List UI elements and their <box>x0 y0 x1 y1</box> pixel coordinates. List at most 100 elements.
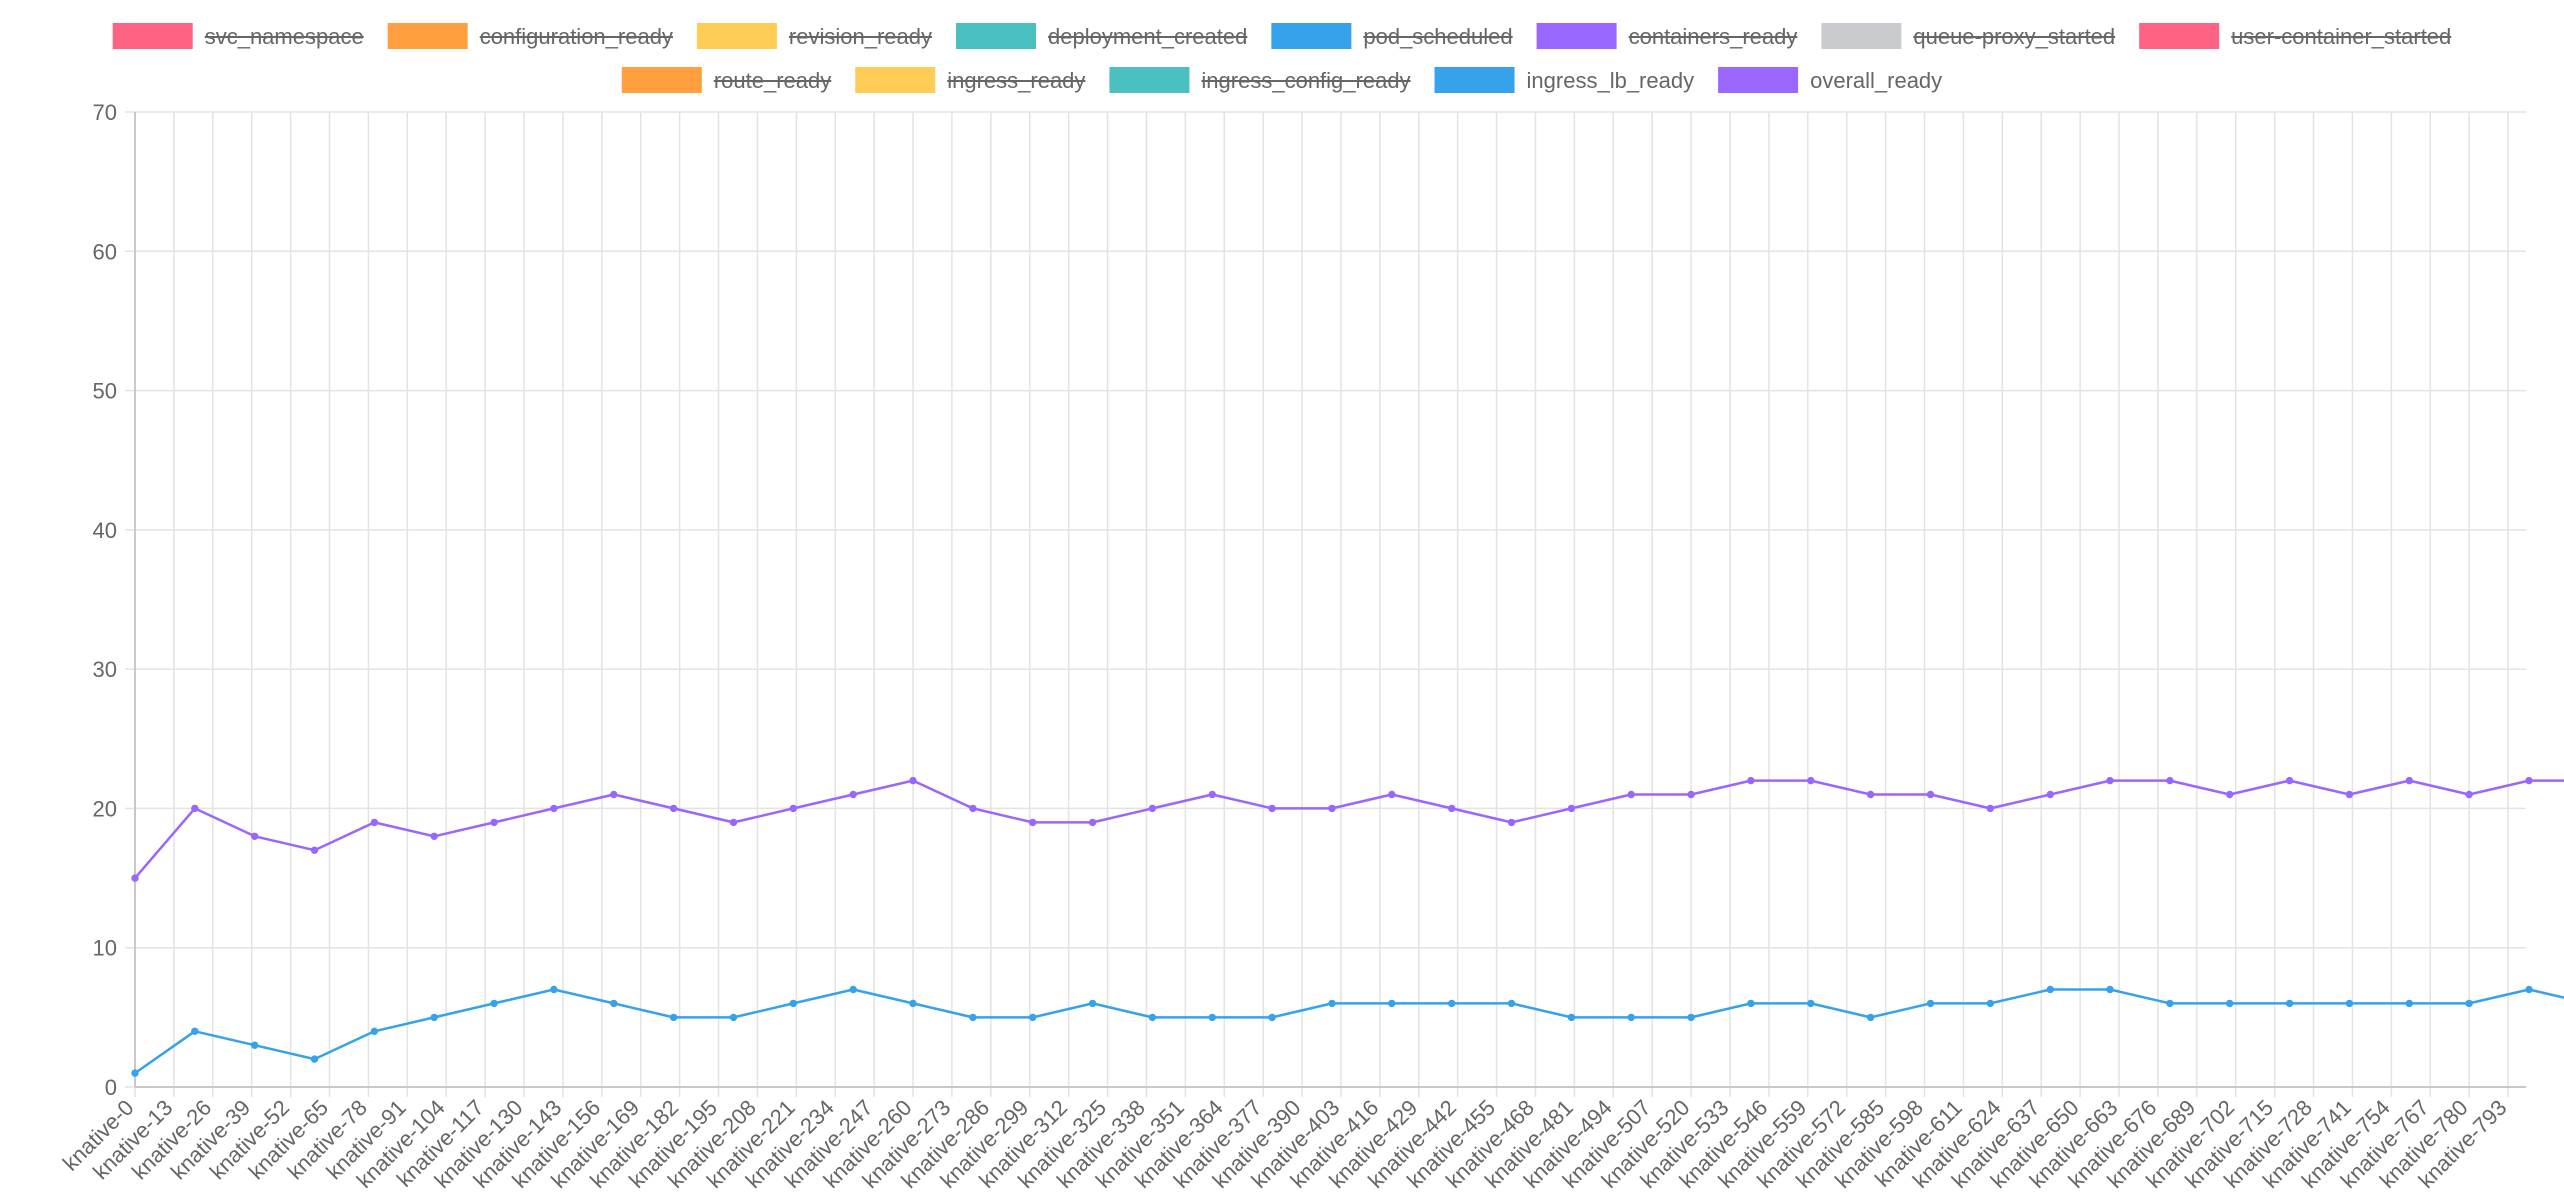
data-point <box>1687 1013 1695 1022</box>
data-point <box>789 804 797 813</box>
data-point <box>2525 776 2533 785</box>
series-overall-ready <box>131 776 2564 882</box>
legend-swatch <box>696 23 777 49</box>
legend-item-user-container-started[interactable]: user-container_started <box>2139 23 2451 49</box>
legend-item-overall-ready[interactable]: overall_ready <box>1718 67 1942 93</box>
data-point <box>610 790 618 799</box>
data-point <box>2106 985 2114 994</box>
data-point <box>1029 1013 1037 1022</box>
data-point <box>909 999 917 1008</box>
data-point <box>849 985 857 994</box>
data-point <box>1029 818 1037 827</box>
data-point <box>610 999 618 1008</box>
data-point <box>310 1055 319 1063</box>
data-point <box>2106 776 2114 785</box>
data-point <box>1567 804 1576 813</box>
data-point <box>1088 818 1097 827</box>
legend-swatch <box>1718 67 1799 93</box>
legend-label: overall_ready <box>1810 68 1942 93</box>
data-point <box>1088 999 1097 1008</box>
legend-swatch <box>855 67 936 93</box>
legend-swatch <box>1536 23 1617 49</box>
data-point <box>1388 790 1396 799</box>
data-point <box>1807 776 1815 785</box>
y-tick-label: 50 <box>93 379 117 404</box>
data-point <box>2166 776 2174 785</box>
data-point <box>2405 999 2414 1008</box>
data-point <box>1388 999 1396 1008</box>
legend[interactable]: svc_namespace configuration_ready revision… <box>112 23 2452 93</box>
data-point <box>789 999 797 1008</box>
y-tick-label: 20 <box>93 796 117 821</box>
data-point <box>550 985 558 994</box>
legend-swatch <box>1434 67 1515 93</box>
legend-item-ingress-lb-ready[interactable]: ingress_lb_ready <box>1434 67 1695 93</box>
legend-item-deployment-created[interactable]: deployment_created <box>956 23 1247 49</box>
data-point <box>1268 804 1276 813</box>
data-point <box>969 1013 977 1022</box>
data-point <box>2345 999 2354 1008</box>
data-point <box>131 874 139 882</box>
data-point <box>251 832 259 840</box>
data-point <box>2226 790 2234 799</box>
data-point <box>2405 776 2414 785</box>
legend-item-route-ready[interactable]: route_ready <box>621 67 831 93</box>
legend-item-ingress-config-ready[interactable]: ingress_config_ready <box>1109 67 1411 93</box>
data-point <box>490 999 498 1008</box>
legend-item-containers-ready[interactable]: containers_ready <box>1536 23 1798 49</box>
data-point <box>1747 776 1755 785</box>
legend-item-configuration-ready[interactable]: configuration_ready <box>387 23 673 49</box>
series-layer <box>131 776 2564 1077</box>
data-point <box>1866 790 1875 799</box>
data-point <box>1926 999 1935 1008</box>
legend-item-svc-namespace[interactable]: svc_namespace <box>112 23 364 49</box>
y-tick-label: 30 <box>93 657 117 682</box>
data-point <box>2226 999 2234 1008</box>
data-point <box>1986 804 1995 813</box>
data-point <box>430 832 438 840</box>
legend-swatch <box>956 23 1037 49</box>
data-point <box>2166 999 2174 1008</box>
data-point <box>849 790 857 799</box>
data-point <box>1627 1013 1635 1022</box>
data-point <box>131 1069 139 1077</box>
data-point <box>2046 790 2054 799</box>
legend-label: ingress_lb_ready <box>1527 68 1695 93</box>
legend-swatch <box>1109 67 1190 93</box>
data-point <box>2285 999 2294 1008</box>
axes: 010203040506070knative-0knative-13knativ… <box>58 100 2526 1193</box>
y-tick-label: 60 <box>93 239 117 264</box>
data-point <box>1208 790 1217 799</box>
legend-item-revision-ready[interactable]: revision_ready <box>696 23 932 49</box>
data-point <box>1926 790 1935 799</box>
y-tick-label: 0 <box>105 1075 117 1100</box>
data-point <box>191 1027 199 1036</box>
data-point <box>969 804 977 813</box>
data-point <box>1208 1013 1217 1022</box>
series-ingress-lb-ready <box>131 985 2564 1077</box>
data-point <box>1807 999 1815 1008</box>
data-point <box>370 1027 379 1036</box>
data-point <box>1328 999 1336 1008</box>
data-point <box>430 1013 438 1022</box>
data-point <box>1687 790 1695 799</box>
legend-item-pod-scheduled[interactable]: pod_scheduled <box>1271 23 1513 49</box>
data-point <box>2465 999 2473 1008</box>
data-point <box>669 804 678 813</box>
data-point <box>1268 1013 1276 1022</box>
data-point <box>1448 999 1456 1008</box>
legend-swatch <box>2139 23 2220 49</box>
data-point <box>669 1013 678 1022</box>
legend-item-ingress-ready[interactable]: ingress_ready <box>855 67 1086 93</box>
data-point <box>2046 985 2054 994</box>
data-point <box>729 1013 738 1022</box>
data-point <box>1507 818 1516 827</box>
data-point <box>1627 790 1635 799</box>
data-point <box>1148 1013 1157 1022</box>
data-point <box>1567 1013 1576 1022</box>
data-point <box>1866 1013 1875 1022</box>
y-tick-label: 70 <box>93 100 117 125</box>
legend-swatch <box>387 23 468 49</box>
series-line-ingress-lb-ready <box>134 988 2564 1075</box>
legend-item-queue-proxy-started[interactable]: queue-proxy_started <box>1821 23 2115 49</box>
